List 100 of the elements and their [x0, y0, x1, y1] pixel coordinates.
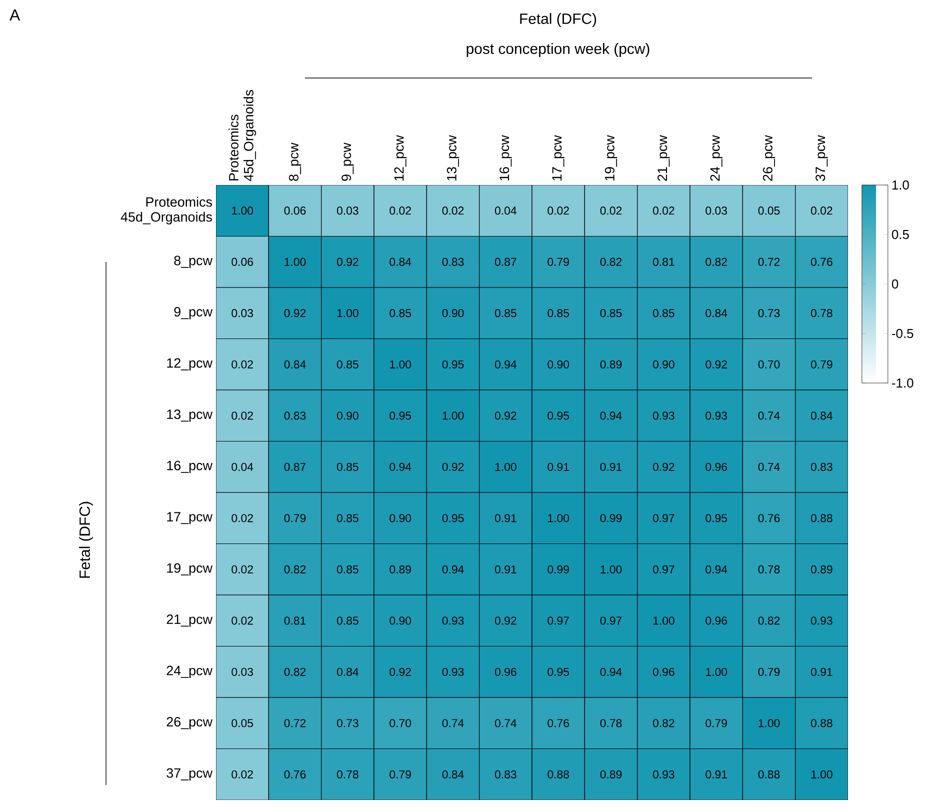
text: A [10, 10, 20, 20]
color-bar-label: -0.5 [892, 328, 914, 338]
data-label: 0.92 [390, 668, 411, 676]
data-label: 0.79 [706, 719, 727, 728]
y-tick-label: 16_pcw [167, 460, 213, 473]
data-label: 0.97 [600, 616, 622, 625]
data-label: 0.81 [284, 616, 306, 625]
data-label: 0.82 [284, 565, 306, 574]
data-label: 0.82 [706, 258, 727, 266]
data-label: 0.84 [442, 770, 464, 778]
data-label: 0.97 [652, 565, 674, 574]
data-label: 0.78 [810, 309, 832, 318]
data-label: 0.92 [442, 462, 464, 471]
data-label: 0.92 [494, 412, 516, 420]
data-label: 0.82 [652, 719, 674, 728]
x-tick-label: 37_pcw [816, 135, 828, 181]
data-label: 0.83 [284, 412, 306, 420]
data-label: 0.95 [442, 360, 464, 368]
data-label: 0.79 [548, 258, 569, 266]
data-label: 0.78 [758, 565, 780, 574]
data-label: 0.92 [284, 309, 306, 318]
data-label: 0.93 [652, 770, 674, 778]
data-label: 0.85 [652, 309, 674, 318]
data-label: 0.91 [810, 668, 832, 676]
data-label: 0.94 [600, 668, 622, 676]
data-label: 1.00 [495, 462, 516, 471]
y-axis-title: Fetal (DFC) [79, 502, 93, 578]
data-label: 1.00 [232, 206, 254, 215]
data-label: 0.02 [600, 206, 622, 215]
data-label: 0.76 [758, 514, 780, 522]
data-label: 0.79 [284, 514, 306, 522]
data-label: 0.87 [284, 462, 306, 471]
data-label: 0.76 [548, 719, 569, 728]
data-label: 0.99 [600, 514, 622, 522]
data-label: 0.02 [652, 206, 674, 215]
data-label: 0.83 [810, 462, 832, 471]
data-label: 1.00 [653, 616, 674, 625]
data-label: 0.85 [600, 309, 622, 318]
y-tick-label: 9_pcw [174, 307, 213, 320]
data-label: 0.74 [758, 412, 780, 420]
data-label: 0.85 [548, 309, 570, 318]
data-label: 0.85 [336, 462, 358, 471]
data-label: 0.94 [494, 360, 516, 368]
data-label: 1.00 [548, 514, 570, 522]
data-label: 0.88 [758, 770, 780, 778]
data-label: 0.95 [442, 514, 464, 522]
data-label: 0.84 [810, 412, 832, 420]
data-label: 0.91 [494, 565, 516, 574]
data-label: 0.76 [810, 258, 832, 266]
y-tick-label: 26_pcw [166, 717, 213, 730]
data-label: 0.03 [336, 206, 358, 215]
data-label: 0.72 [758, 258, 780, 266]
data-label: 0.96 [652, 668, 674, 676]
data-label: 0.76 [284, 770, 306, 778]
x-tick-label: 13_pcw [446, 135, 460, 180]
data-label: 0.92 [706, 360, 727, 368]
data-label: 0.82 [600, 258, 622, 266]
data-label: 0.93 [810, 616, 832, 625]
data-label: 0.85 [494, 309, 516, 318]
data-label: 0.90 [548, 360, 570, 368]
data-label: 0.83 [494, 770, 516, 778]
data-label: 0.82 [758, 616, 780, 625]
chart-subtitle: post conception week (pcw) [466, 43, 650, 57]
data-label: 0.70 [758, 360, 780, 368]
data-label: 0.91 [494, 514, 516, 522]
data-label: 0.90 [652, 360, 674, 368]
data-label: 0.74 [442, 719, 464, 728]
data-label: 1.00 [758, 719, 780, 728]
data-label: 0.73 [758, 309, 780, 318]
data-label: 0.74 [758, 462, 780, 471]
y-tick-label: 24_pcw [166, 666, 213, 678]
data-label: 0.94 [390, 462, 412, 471]
data-label: 0.93 [652, 412, 674, 420]
data-label: 0.74 [494, 719, 516, 728]
x-tick-label: 19_pcw [604, 135, 618, 180]
data-label: 0.97 [548, 616, 569, 625]
data-label: 0.89 [600, 770, 622, 778]
data-label: 0.90 [390, 514, 412, 522]
data-label: 0.95 [548, 668, 570, 676]
y-tick-label: 19_pcw [167, 563, 213, 576]
data-label: 0.91 [548, 462, 569, 471]
y-tick-label: 12_pcw [167, 358, 213, 370]
data-label: 0.89 [600, 360, 622, 368]
data-label: 0.04 [494, 206, 516, 215]
data-label: 0.93 [706, 412, 727, 420]
data-label: 1.00 [706, 668, 728, 676]
y-tick-label: 17_pcw [167, 512, 213, 524]
data-label: 0.90 [442, 309, 464, 318]
data-label: 0.02 [442, 206, 464, 215]
data-label: 0.97 [652, 514, 674, 522]
data-label: 0.88 [810, 514, 832, 522]
color-bar-label: 0.5 [892, 230, 909, 240]
data-label: 0.78 [600, 719, 622, 728]
data-label: 1.00 [811, 770, 832, 778]
color-bar-label: 1.0 [892, 180, 909, 190]
data-label: 0.83 [442, 258, 464, 266]
data-label: 0.90 [390, 616, 412, 625]
data-label: 0.79 [758, 668, 780, 676]
data-label: 0.84 [706, 309, 728, 318]
y-tick-label: 21_pcw [166, 614, 213, 627]
